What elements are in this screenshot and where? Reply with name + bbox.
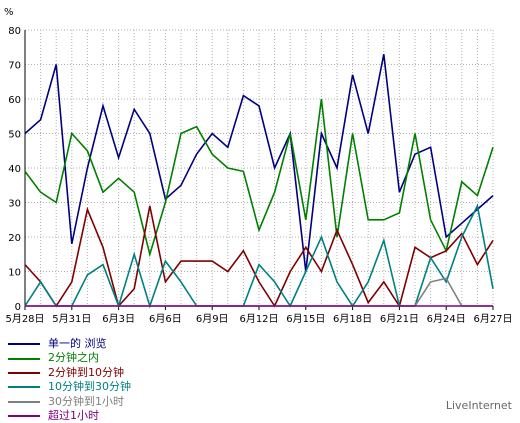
series-line-0 bbox=[24, 54, 494, 272]
y-tick-label: 40 bbox=[8, 164, 21, 175]
legend-label: 2分钟到10分钟 bbox=[48, 365, 124, 379]
x-tick-label: 6月12日 bbox=[239, 313, 278, 325]
legend-label: 超过1小时 bbox=[48, 408, 99, 422]
x-tick-label: 6月27日 bbox=[473, 313, 512, 325]
y-tick-label: 70 bbox=[8, 61, 21, 72]
legend-item: 30分钟到1小时 bbox=[8, 395, 131, 409]
y-tick-label: 50 bbox=[8, 130, 21, 141]
y-tick-label: 10 bbox=[8, 268, 21, 279]
series-line-1 bbox=[24, 98, 494, 258]
x-tick-label: 6月3日 bbox=[102, 313, 135, 325]
x-tick-label: 5月28日 bbox=[5, 313, 44, 325]
x-tick-label: 6月9日 bbox=[196, 313, 229, 325]
legend-label: 30分钟到1小时 bbox=[48, 394, 124, 408]
y-tick-labels: 0 10 20 30 40 50 60 70 80 bbox=[8, 26, 21, 313]
y-tick-label: 30 bbox=[8, 199, 21, 210]
x-tick-label: 6月21日 bbox=[380, 313, 419, 325]
series-lines bbox=[24, 54, 494, 309]
legend-swatch bbox=[8, 357, 40, 360]
legend-swatch bbox=[8, 386, 40, 389]
legend-swatch bbox=[8, 400, 40, 403]
brand-label: LiveInternet bbox=[445, 399, 512, 412]
legend-label: 10分钟到30分钟 bbox=[48, 380, 131, 394]
legend-item: 2分钟到10分钟 bbox=[8, 366, 131, 380]
x-tick-label: 6月6日 bbox=[149, 313, 182, 325]
legend-swatch bbox=[8, 415, 40, 418]
legend-label: 2分钟之内 bbox=[48, 351, 99, 365]
series-line-2 bbox=[24, 205, 494, 308]
legend-swatch bbox=[8, 371, 40, 374]
legend-label: 单一的 浏览 bbox=[48, 337, 107, 350]
legend-item: 单一的 浏览 bbox=[8, 337, 131, 351]
x-tick-label: 6月18日 bbox=[333, 313, 372, 325]
legend-swatch bbox=[8, 343, 40, 346]
legend-item: 10分钟到30分钟 bbox=[8, 380, 131, 394]
y-tick-label: 80 bbox=[8, 26, 21, 37]
x-tick-labels: 5月28日 5月31日 6月3日 6月6日 6月9日 6月12日 6月15日 6月18日 6月2… bbox=[5, 313, 512, 325]
x-tick-label: 5月31日 bbox=[52, 313, 91, 325]
legend-item: 超过1小时 bbox=[8, 409, 131, 423]
x-tick-label: 6月24日 bbox=[427, 313, 466, 325]
y-tick-label: 20 bbox=[8, 233, 21, 244]
y-tick-label: 60 bbox=[8, 95, 21, 106]
legend: 单一的 浏览 2分钟之内 2分钟到10分钟 10分钟到30分钟 30分钟到1小时 超过1小… bbox=[8, 337, 131, 423]
legend-item: 2分钟之内 bbox=[8, 351, 131, 365]
y-axis-unit-label: % bbox=[4, 7, 14, 18]
y-tick-label: 0 bbox=[15, 302, 21, 313]
x-tick-label: 6月15日 bbox=[286, 313, 325, 325]
chart-svg: % 0 10 20 30 40 50 60 70 80 5月28日 5月31日 6月3日 6月6日 6月… bbox=[4, 7, 513, 325]
